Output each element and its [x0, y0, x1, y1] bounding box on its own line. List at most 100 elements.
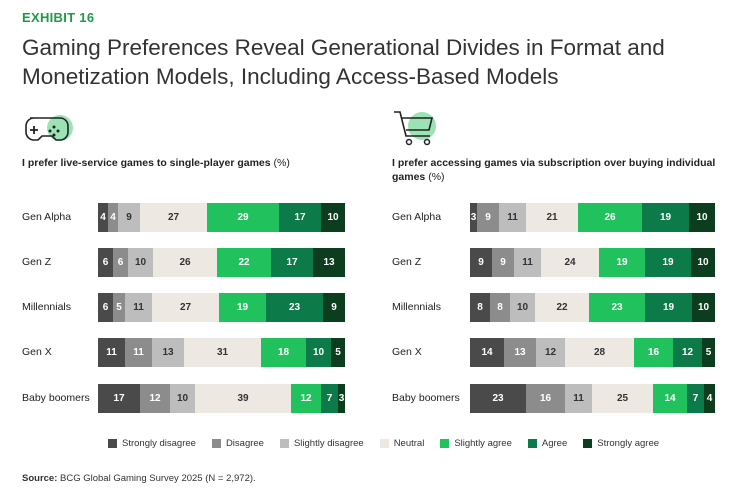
segment-millennials-agree: 19: [645, 293, 692, 322]
segment-gen-z-strongly-disagree: 9: [470, 248, 492, 277]
segment-millennials-agree: 23: [266, 293, 323, 322]
segment-millennials-disagree: 5: [113, 293, 125, 322]
segment-gen-alpha-slightly-disagree: 9: [118, 203, 140, 232]
bar-gen-alpha: 4 4 9 27 29 17 10: [98, 203, 345, 232]
category-label-millennials: Millennials: [392, 301, 442, 313]
segment-baby-boomers-slightly-disagree: 10: [170, 384, 195, 413]
segment-baby-boomers-slightly-agree: 12: [291, 384, 321, 413]
legend-item-neutral: Neutral: [379, 438, 425, 449]
segment-gen-alpha-slightly-agree: 26: [578, 203, 642, 232]
segment-gen-x-agree: 10: [306, 338, 331, 367]
segment-gen-z-neutral: 26: [153, 248, 217, 277]
category-label-gen-z: Gen Z: [22, 256, 52, 268]
category-label-gen-alpha: Gen Alpha: [392, 211, 442, 223]
segment-gen-z-neutral: 24: [541, 248, 599, 277]
segment-millennials-slightly-disagree: 11: [125, 293, 152, 322]
segment-baby-boomers-agree: 7: [321, 384, 338, 413]
source-note: Source: BCG Global Gaming Survey 2025 (N…: [22, 473, 256, 484]
segment-gen-z-slightly-agree: 19: [599, 248, 645, 277]
category-label-gen-z: Gen Z: [392, 256, 422, 268]
segment-millennials-neutral: 27: [152, 293, 219, 322]
segment-gen-z-slightly-disagree: 10: [128, 248, 153, 277]
segment-millennials-strongly-disagree: 6: [98, 293, 113, 322]
exhibit-label: EXHIBIT 16: [22, 10, 95, 25]
legend-swatch-agree: [527, 439, 537, 448]
segment-gen-z-strongly-agree: 10: [691, 248, 715, 277]
segment-baby-boomers-agree: 7: [687, 384, 704, 413]
segment-gen-alpha-agree: 17: [279, 203, 321, 232]
bar-baby-boomers: 17 12 10 39 12 7 3: [98, 384, 345, 413]
segment-millennials-strongly-disagree: 8: [470, 293, 490, 322]
segment-baby-boomers-neutral: 25: [592, 384, 653, 413]
legend: Strongly disagree Disagree Slightly disagr…: [108, 438, 659, 449]
legend-label-strongly-disagree: Strongly disagree: [122, 438, 196, 449]
category-label-baby-boomers: Baby boomers: [22, 392, 90, 404]
legend-item-slightly-disagree: Slightly disagree: [279, 438, 364, 449]
segment-baby-boomers-strongly-agree: 4: [704, 384, 715, 413]
segment-baby-boomers-slightly-disagree: 11: [565, 384, 592, 413]
category-label-gen-alpha: Gen Alpha: [22, 211, 72, 223]
segment-gen-z-strongly-agree: 13: [313, 248, 345, 277]
segment-gen-z-strongly-disagree: 6: [98, 248, 113, 277]
legend-label-disagree: Disagree: [225, 438, 264, 449]
bar-gen-alpha: 3 9 11 21 26 19 10: [470, 203, 715, 232]
legend-label-neutral: Neutral: [393, 438, 425, 449]
segment-gen-z-agree: 19: [645, 248, 691, 277]
segment-millennials-strongly-agree: 10: [692, 293, 715, 322]
page-title: Gaming Preferences Reveal Generational D…: [22, 35, 665, 89]
segment-gen-x-disagree: 11: [125, 338, 152, 367]
gamepad-icon: [20, 112, 76, 151]
legend-swatch-strongly-agree: [583, 439, 593, 448]
category-label-gen-x: Gen X: [392, 346, 422, 358]
segment-gen-z-disagree: 9: [492, 248, 514, 277]
segment-gen-x-neutral: 28: [565, 338, 634, 367]
segment-gen-alpha-disagree: 4: [108, 203, 118, 232]
segment-millennials-slightly-agree: 19: [219, 293, 266, 322]
segment-gen-alpha-slightly-disagree: 11: [499, 203, 526, 232]
segment-gen-x-neutral: 31: [184, 338, 261, 367]
segment-gen-alpha-strongly-agree: 10: [321, 203, 345, 232]
category-label-millennials: Millennials: [22, 301, 72, 313]
segment-gen-alpha-agree: 19: [642, 203, 689, 232]
legend-label-agree: Agree: [541, 438, 568, 449]
legend-swatch-disagree: [211, 439, 221, 448]
segment-gen-alpha-neutral: 27: [140, 203, 207, 232]
segment-baby-boomers-neutral: 39: [195, 384, 291, 413]
legend-item-slightly-agree: Slightly agree: [440, 438, 512, 449]
segment-gen-z-slightly-agree: 22: [217, 248, 271, 277]
legend-item-disagree: Disagree: [211, 438, 264, 449]
legend-label-slightly-agree: Slightly agree: [454, 438, 512, 449]
segment-gen-x-slightly-agree: 16: [634, 338, 673, 367]
segment-gen-x-strongly-disagree: 11: [98, 338, 125, 367]
legend-item-strongly-agree: Strongly agree: [583, 438, 659, 449]
segment-gen-alpha-strongly-disagree: 3: [470, 203, 477, 232]
segment-gen-alpha-disagree: 9: [477, 203, 499, 232]
segment-gen-x-disagree: 13: [504, 338, 536, 367]
segment-gen-x-strongly-agree: 5: [702, 338, 715, 367]
segment-gen-alpha-strongly-agree: 10: [689, 203, 715, 232]
chart-1-title: I prefer live-service games to single-pl…: [22, 157, 290, 169]
segment-millennials-slightly-disagree: 10: [510, 293, 535, 322]
segment-millennials-disagree: 8: [490, 293, 510, 322]
legend-label-slightly-disagree: Slightly disagree: [293, 438, 364, 449]
segment-gen-alpha-neutral: 21: [526, 203, 578, 232]
segment-gen-z-disagree: 6: [113, 248, 128, 277]
chart-2-title: I prefer accessing games via subscriptio…: [392, 157, 716, 183]
segment-baby-boomers-slightly-agree: 14: [653, 384, 687, 413]
segment-millennials-slightly-agree: 23: [589, 293, 645, 322]
segment-baby-boomers-strongly-agree: 3: [338, 384, 345, 413]
legend-label-strongly-agree: Strongly agree: [597, 438, 660, 449]
legend-item-agree: Agree: [527, 438, 568, 449]
bar-millennials: 6 5 11 27 19 23 9: [98, 293, 345, 322]
segment-gen-alpha-slightly-agree: 29: [207, 203, 279, 232]
bar-gen-z: 9 9 11 24 19 19 10: [470, 248, 715, 277]
shopping-cart-icon: [392, 108, 440, 153]
segment-gen-z-slightly-disagree: 11: [514, 248, 541, 277]
segment-baby-boomers-disagree: 16: [526, 384, 565, 413]
legend-item-strongly-disagree: Strongly disagree: [108, 438, 196, 449]
category-label-baby-boomers: Baby boomers: [392, 392, 460, 404]
bar-gen-z: 6 6 10 26 22 17 13: [98, 248, 345, 277]
category-label-gen-x: Gen X: [22, 346, 52, 358]
segment-gen-x-strongly-agree: 5: [331, 338, 345, 367]
segment-millennials-neutral: 22: [535, 293, 589, 322]
